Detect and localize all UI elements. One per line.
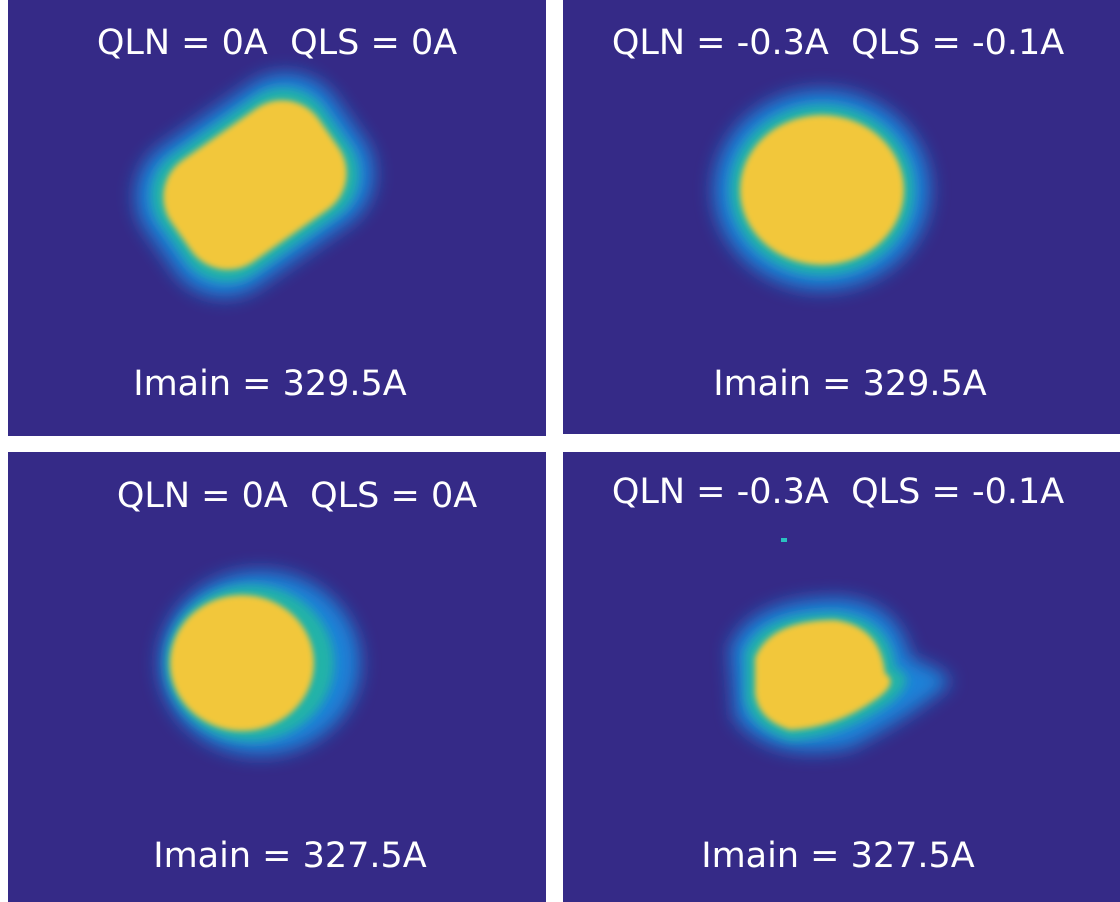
panel-top-label: QLN = -0.3A QLS = -0.1A (612, 472, 1064, 512)
panel-top-label: QLN = -0.3A QLS = -0.1A (612, 23, 1064, 63)
panel-top-label: QLN = 0A QLS = 0A (117, 476, 477, 516)
panel-bottom-label: Imain = 327.5A (701, 836, 975, 876)
panel-bottom-label: Imain = 327.5A (153, 836, 427, 876)
panel-top-label: QLN = 0A QLS = 0A (97, 23, 457, 63)
panel-bottom-label: Imain = 329.5A (713, 364, 987, 404)
hot-pixel (781, 538, 787, 542)
beam-spot (714, 90, 930, 290)
beam-spot (160, 571, 360, 755)
panel-bottom-label: Imain = 329.5A (133, 364, 407, 404)
figure: QLN = 0A QLS = 0A Imain = 329.5A QLN = -… (0, 0, 1120, 902)
